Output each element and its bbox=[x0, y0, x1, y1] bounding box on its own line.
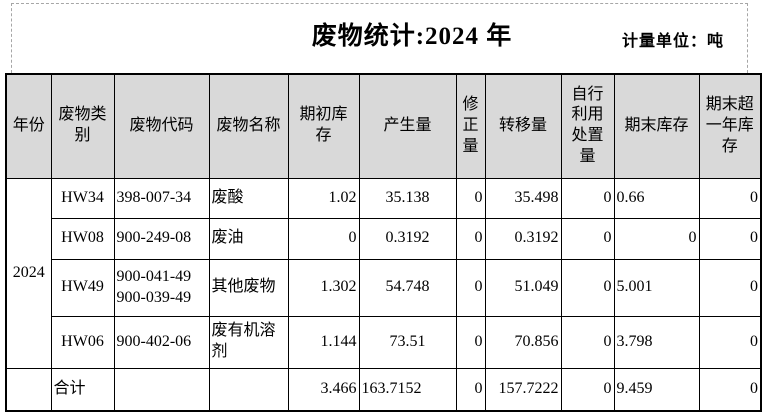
cell-code: 398-007-34 bbox=[113, 177, 210, 219]
cell-over-year: 0 bbox=[698, 217, 762, 260]
cell-total-label: 合计 bbox=[50, 367, 115, 412]
cell-opening: 1.144 bbox=[287, 315, 360, 369]
cell-category: HW06 bbox=[50, 315, 115, 369]
cell-self-disposal: 0 bbox=[560, 217, 615, 260]
cell-name: 废油 bbox=[208, 217, 289, 260]
cell-transferred: 35.498 bbox=[484, 177, 562, 219]
table-row: HW06 900-402-06 废有机溶 剂 1.144 73.51 0 70.… bbox=[6, 315, 762, 369]
header-generated: 产生量 bbox=[358, 73, 457, 179]
cell-correction: 0 bbox=[455, 258, 486, 317]
cell-generated: 35.138 bbox=[358, 177, 457, 219]
cell-opening: 0 bbox=[287, 217, 360, 260]
waste-statistics-table: 年份 废物类 别 废物代码 废物名称 期初库 存 产生量 修 正 量 转移量 自… bbox=[5, 73, 762, 412]
header-over-one-year-stock: 期末超 一年库 存 bbox=[698, 73, 762, 179]
cell-total-opening: 3.466 bbox=[287, 367, 360, 412]
cell-opening: 1.02 bbox=[287, 177, 360, 219]
cell-name: 废酸 bbox=[208, 177, 289, 219]
cell-over-year: 0 bbox=[698, 177, 762, 219]
cell-self-disposal: 0 bbox=[560, 258, 615, 317]
cell-total-self-disposal: 0 bbox=[560, 367, 615, 412]
header-self-disposal: 自行 利用 处置 量 bbox=[560, 73, 615, 179]
cell-code: 900-249-08 bbox=[113, 217, 210, 260]
cell-category: HW08 bbox=[50, 217, 115, 260]
cell-generated: 54.748 bbox=[358, 258, 457, 317]
header-waste-code: 废物代码 bbox=[113, 73, 210, 179]
cell-name-empty bbox=[208, 367, 289, 412]
cell-total-correction: 0 bbox=[455, 367, 486, 412]
cell-closing: 0 bbox=[613, 217, 700, 260]
table-row: 2024 HW34 398-007-34 废酸 1.02 35.138 0 35… bbox=[5, 177, 762, 369]
header-year: 年份 bbox=[5, 73, 52, 179]
cell-self-disposal: 0 bbox=[560, 177, 615, 219]
page-break-line-top bbox=[11, 3, 748, 4]
cell-correction: 0 bbox=[455, 315, 486, 369]
cell-name: 废有机溶 剂 bbox=[208, 315, 289, 369]
cell-total-generated: 163.7152 bbox=[358, 367, 457, 412]
cell-code-empty bbox=[113, 367, 210, 412]
table-row: HW08 900-249-08 废油 0 0.3192 0 0.3192 0 0… bbox=[6, 217, 762, 260]
cell-category: HW34 bbox=[50, 177, 115, 219]
cell-year-empty bbox=[5, 367, 52, 412]
header-correction: 修 正 量 bbox=[455, 73, 486, 179]
cell-generated: 0.3192 bbox=[358, 217, 457, 260]
cell-over-year: 0 bbox=[698, 315, 762, 369]
header-opening-stock: 期初库 存 bbox=[287, 73, 360, 179]
table-row: HW49 900-041-49 900-039-49 其他废物 1.302 54… bbox=[6, 258, 762, 317]
cell-total-over-year: 0 bbox=[698, 367, 762, 412]
cell-generated: 73.51 bbox=[358, 315, 457, 369]
cell-year: 2024 bbox=[5, 177, 52, 369]
cell-code: 900-041-49 900-039-49 bbox=[113, 258, 210, 317]
cell-correction: 0 bbox=[455, 177, 486, 219]
cell-transferred: 70.856 bbox=[484, 315, 562, 369]
header-waste-name: 废物名称 bbox=[208, 73, 289, 179]
page-break-line-right bbox=[747, 3, 748, 73]
page-break-line-left bbox=[11, 3, 12, 73]
total-row: 合计 3.466 163.7152 0 157.7222 0 9.459 0 bbox=[5, 367, 762, 412]
header-row: 年份 废物类 别 废物代码 废物名称 期初库 存 产生量 修 正 量 转移量 自… bbox=[5, 73, 762, 179]
cell-transferred: 0.3192 bbox=[484, 217, 562, 260]
header-transferred: 转移量 bbox=[484, 73, 562, 179]
cell-over-year: 0 bbox=[698, 258, 762, 317]
header-closing-stock: 期末库存 bbox=[613, 73, 700, 179]
header-waste-category: 废物类 别 bbox=[50, 73, 115, 179]
cell-closing: 0.66 bbox=[613, 177, 700, 219]
cell-transferred: 51.049 bbox=[484, 258, 562, 317]
cell-self-disposal: 0 bbox=[560, 315, 615, 369]
page-title: 废物统计:2024 年 bbox=[311, 23, 513, 50]
cell-category: HW49 bbox=[50, 258, 115, 317]
cell-closing: 3.798 bbox=[613, 315, 700, 369]
cell-total-closing: 9.459 bbox=[613, 367, 700, 412]
cell-code: 900-402-06 bbox=[113, 315, 210, 369]
cell-total-transferred: 157.7222 bbox=[484, 367, 562, 412]
cell-opening: 1.302 bbox=[287, 258, 360, 317]
cell-closing: 5.001 bbox=[613, 258, 700, 317]
unit-label: 计量单位：吨 bbox=[622, 33, 725, 50]
cell-name: 其他废物 bbox=[208, 258, 289, 317]
cell-correction: 0 bbox=[455, 217, 486, 260]
